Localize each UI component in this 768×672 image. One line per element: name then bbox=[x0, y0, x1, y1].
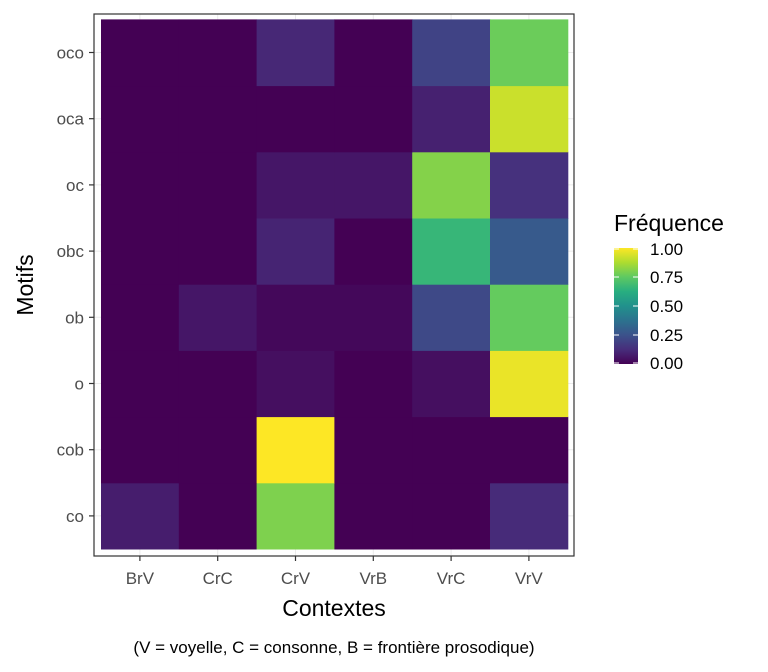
heatmap-cell bbox=[490, 19, 569, 87]
y-tick-label: obc bbox=[57, 242, 85, 261]
heatmap-cell bbox=[101, 284, 180, 351]
heatmap-cell bbox=[412, 350, 491, 418]
x-tick-label: CrC bbox=[203, 569, 233, 588]
heatmap-cell bbox=[334, 482, 413, 550]
chart-caption: (V = voyelle, C = consonne, B = frontièr… bbox=[133, 638, 534, 657]
legend-ticks: 1.00 0.75 0.50 0.25 0.00 bbox=[614, 240, 683, 373]
heatmap-cell bbox=[490, 416, 569, 484]
y-axis-ticks: co cob o ob obc oc oca oco bbox=[57, 44, 94, 526]
heatmap-cell bbox=[490, 482, 569, 550]
x-tick-label: BrV bbox=[126, 569, 155, 588]
y-tick-label: o bbox=[75, 375, 84, 394]
heatmap-cell bbox=[412, 151, 491, 219]
heatmap-cell bbox=[334, 85, 413, 153]
heatmap-cell bbox=[490, 350, 569, 418]
heatmap-cell bbox=[256, 19, 335, 87]
heatmap-cell bbox=[412, 284, 491, 351]
heatmap-cell bbox=[178, 85, 258, 153]
heatmap-cell bbox=[178, 218, 258, 285]
heatmap-cell bbox=[334, 284, 413, 351]
x-axis-ticks: BrV CrC CrV VrB VrC VrV bbox=[126, 556, 543, 588]
heatmap-cell bbox=[101, 19, 180, 87]
heatmap-cell bbox=[256, 284, 335, 351]
heatmap-cell bbox=[412, 85, 491, 153]
heatmap-cell bbox=[490, 85, 569, 153]
y-tick-label: oco bbox=[57, 44, 84, 63]
y-tick-label: oca bbox=[57, 110, 85, 129]
heatmap-cell bbox=[178, 19, 258, 87]
heatmap-cell bbox=[178, 350, 258, 418]
heatmap-cell bbox=[256, 218, 335, 285]
heatmap-cell bbox=[256, 350, 335, 418]
heatmap-cell bbox=[101, 416, 180, 484]
heatmap-cell bbox=[334, 350, 413, 418]
panel-border bbox=[93, 13, 575, 557]
legend-tick-label: 1.00 bbox=[650, 240, 683, 259]
heatmap-cell bbox=[412, 218, 491, 285]
heatmap-cell bbox=[490, 284, 569, 351]
heatmap-cell bbox=[490, 218, 569, 285]
legend-title: Fréquence bbox=[614, 210, 724, 236]
heatmap-cell bbox=[178, 151, 258, 219]
legend-tick-label: 0.50 bbox=[650, 297, 683, 316]
y-tick-label: oc bbox=[66, 176, 84, 195]
heatmap-cell bbox=[101, 151, 180, 219]
heatmap-cell bbox=[256, 416, 335, 484]
heatmap-cell bbox=[101, 350, 180, 418]
heatmap-cell bbox=[490, 151, 569, 219]
legend-tick-label: 0.75 bbox=[650, 268, 683, 287]
heatmap-cell bbox=[178, 416, 258, 484]
heatmap-cell bbox=[334, 19, 413, 87]
legend-tick-label: 0.25 bbox=[650, 326, 683, 345]
heatmap-cell bbox=[412, 19, 491, 87]
y-tick-label: co bbox=[66, 507, 84, 526]
heatmap-cell bbox=[101, 85, 180, 153]
heatmap-cell bbox=[101, 482, 180, 550]
x-tick-label: VrV bbox=[515, 569, 543, 588]
heatmap-cell bbox=[334, 218, 413, 285]
heatmap-cell bbox=[101, 218, 180, 285]
heatmap-cell bbox=[178, 284, 258, 351]
heatmap-cell bbox=[256, 85, 335, 153]
heatmap-cell bbox=[412, 482, 491, 550]
heatmap-cell bbox=[334, 151, 413, 219]
y-tick-label: ob bbox=[65, 308, 84, 327]
y-tick-label: cob bbox=[57, 441, 84, 460]
y-axis-title: Motifs bbox=[12, 254, 38, 315]
x-tick-label: CrV bbox=[281, 569, 311, 588]
heatmap-cell bbox=[412, 416, 491, 484]
x-axis-title: Contextes bbox=[282, 595, 386, 621]
x-tick-label: VrB bbox=[359, 569, 387, 588]
x-tick-label: VrC bbox=[437, 569, 466, 588]
heatmap-cell bbox=[256, 151, 335, 219]
heatmap-cell bbox=[334, 416, 413, 484]
heatmap-cell bbox=[178, 482, 258, 550]
legend-tick-label: 0.00 bbox=[650, 354, 683, 373]
heatmap-cell bbox=[256, 482, 335, 550]
heatmap-cells bbox=[101, 19, 569, 550]
